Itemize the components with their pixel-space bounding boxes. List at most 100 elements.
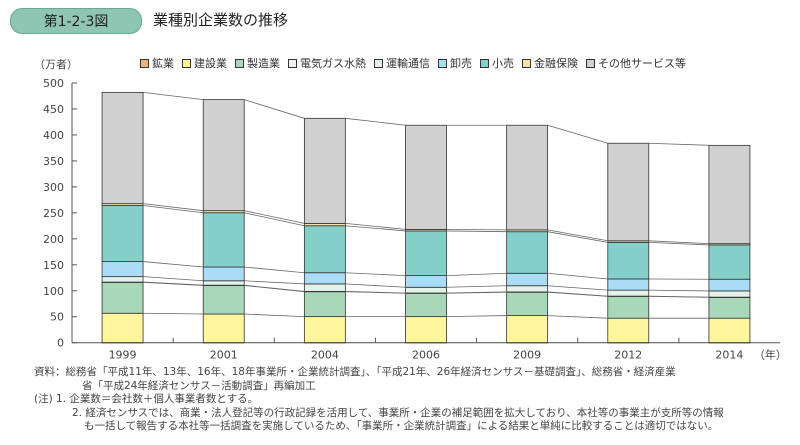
connector-line [547, 315, 608, 319]
bar-segment [202, 266, 245, 282]
y-tick-label: 450 [43, 103, 64, 116]
bar-segment [303, 117, 346, 224]
x-tick-label: 2001 [210, 349, 238, 362]
x-tick-label: 1999 [109, 349, 137, 362]
y-axis-unit-label: （万者） [34, 58, 78, 71]
chart-title: 業種別企業数の推移 [153, 11, 289, 29]
x-tick-label: 2012 [614, 349, 642, 362]
connector-line [446, 291, 507, 294]
legend-label: 卸売 [450, 57, 472, 70]
connector-line [345, 272, 406, 276]
legend-swatch [182, 58, 191, 68]
bar-segment [202, 99, 245, 212]
connector-line [547, 272, 608, 280]
bar-segment [303, 225, 346, 274]
bar-segment [405, 292, 447, 318]
bar-segment [708, 244, 751, 280]
legend-label: 小売 [492, 57, 514, 70]
connector-line [143, 203, 204, 212]
bar-segment [202, 280, 245, 286]
y-tick-label: 50 [50, 311, 64, 324]
bar-segment [303, 316, 346, 343]
legend-swatch [235, 58, 244, 68]
bar-segment [708, 317, 751, 343]
legend-label: その他サービス等 [598, 57, 686, 70]
connector-line [244, 284, 305, 292]
connector-line [446, 272, 507, 276]
legend-item: 金融保険 [522, 55, 578, 71]
connector-line [244, 99, 305, 119]
bar-segment [607, 317, 650, 343]
bar-segment [607, 278, 650, 291]
connector-line [648, 241, 709, 246]
legend-swatch [480, 58, 489, 68]
bar-segment [101, 312, 144, 343]
x-axis-unit-label: （年） [754, 348, 787, 362]
bar-segment [708, 290, 751, 298]
legend-swatch [438, 58, 447, 68]
x-tick-label: 2006 [412, 349, 440, 362]
legend-item: 電気ガス水熱 [288, 55, 366, 71]
legend-item: 建設業 [182, 55, 227, 71]
legend-item: 鉱業 [140, 55, 174, 71]
legend-item: 卸売 [438, 55, 472, 71]
y-tick-label: 0 [57, 337, 64, 350]
chart-notes: 資料：総務省「平成11年、13年、16年、18年事業所・企業統計調査」、「平成2… [34, 366, 724, 434]
connector-line [547, 124, 608, 144]
legend-item: その他サービス等 [586, 55, 686, 71]
y-tick-label: 350 [43, 155, 64, 168]
figure-number-badge: 第1-2-3図 [10, 8, 142, 34]
source-line-2: 省「平成24年経済センサス－活動調査」再編加工 [82, 379, 316, 392]
y-tick-label: 300 [43, 181, 64, 194]
note-2-line-2: も一括して報告する本社等一括調査を実施しているため、「事業所・企業統計調査」によ… [84, 420, 719, 432]
y-tick-label: 500 [43, 77, 64, 90]
bar-segment [506, 315, 549, 343]
bar-segment [405, 230, 447, 276]
connector-line [446, 228, 507, 231]
connector-line [648, 295, 709, 298]
legend-swatch [522, 58, 531, 68]
connector-line [143, 281, 204, 286]
bar-segment [506, 291, 549, 316]
bar-segment [607, 241, 650, 280]
connector-line [143, 261, 204, 268]
bar-segment [708, 278, 751, 292]
stacked-bar-chart: 0 50 100 150 200 250 300 350 400 450 500 1999 2001 20… [43, 77, 787, 362]
y-tick-label: 200 [43, 233, 64, 246]
bar-segment [303, 291, 346, 318]
connector-line [345, 291, 406, 294]
bar-segment [101, 276, 144, 283]
legend-label: 製造業 [247, 57, 280, 70]
legend-label: 金融保険 [534, 57, 578, 70]
bar-segment [405, 286, 447, 294]
connector-line [143, 91, 204, 101]
bar-segment [405, 275, 447, 288]
connector-line [648, 289, 709, 292]
legend-swatch [374, 58, 383, 68]
bar-segment [202, 285, 245, 315]
connector-line [547, 231, 608, 243]
bar-segment [506, 272, 549, 287]
connector-line [446, 230, 507, 233]
y-tick-label: 400 [43, 129, 64, 142]
connector-line [143, 276, 204, 282]
legend-label: 運輸通信 [386, 57, 430, 70]
connector-line [244, 266, 305, 274]
bar-segment [202, 313, 245, 343]
x-tick-label: 2014 [715, 349, 743, 362]
legend-label: 建設業 [194, 57, 227, 70]
connector-line [446, 315, 507, 318]
connector-line [446, 285, 507, 288]
bar-segment [708, 144, 751, 245]
y-tick-label: 150 [43, 259, 64, 272]
connector-line [244, 210, 305, 224]
connector-line [648, 240, 709, 245]
bar-segment [101, 281, 144, 314]
bar-segment [506, 231, 549, 274]
bar-segment [506, 124, 549, 231]
figure-number: 第1-2-3図 [43, 14, 109, 30]
connector-line [244, 313, 305, 318]
connector-line [547, 285, 608, 291]
connector-line [143, 312, 204, 315]
legend-label: 鉱業 [152, 57, 174, 70]
